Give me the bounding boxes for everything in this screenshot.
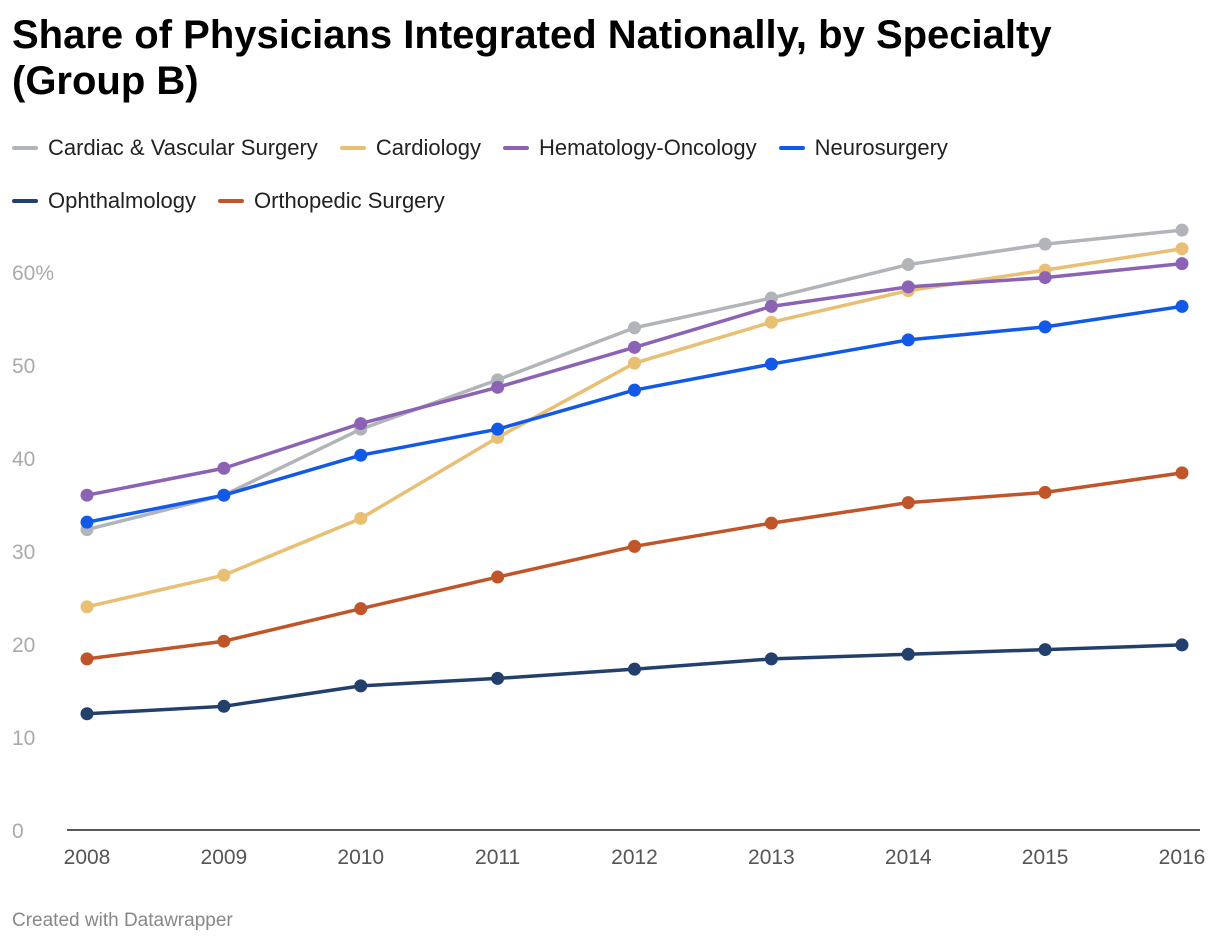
legend-swatch [778, 145, 805, 150]
y-tick-label: 40 [12, 448, 35, 471]
data-point-ophthalmology [1038, 643, 1052, 657]
data-point-orthopedic-surgery [354, 602, 368, 616]
series-line-neurosurgery [86, 304, 1183, 524]
legend-item: Ophthalmology [12, 187, 196, 214]
y-tick-label: 60% [12, 262, 54, 285]
data-point-orthopedic-surgery [491, 570, 505, 584]
series-line-ophthalmology [86, 643, 1183, 716]
data-point-orthopedic-surgery [1038, 485, 1052, 499]
data-point-orthopedic-surgery [217, 634, 231, 648]
x-tick-label: 2008 [64, 846, 111, 869]
data-point-hematology-oncology [628, 340, 641, 354]
chart-title: Share of Physicians Integrated Nationall… [12, 13, 1052, 103]
data-point-hematology-oncology [491, 380, 505, 394]
legend: Cardiac & Vascular Surgery Cardiology Hema… [12, 134, 1162, 214]
data-point-orthopedic-surgery [1175, 466, 1189, 480]
data-point-orthopedic-surgery [764, 516, 778, 530]
legend-label: Cardiac & Vascular Surgery [48, 134, 318, 160]
data-point-ophthalmology [901, 647, 915, 661]
data-point-cardiology [764, 315, 778, 329]
legend-swatch [339, 145, 366, 150]
data-point-cardiac-vascular-surgery [901, 258, 915, 272]
data-point-neurosurgery [217, 488, 231, 502]
y-tick-label: 30 [12, 541, 35, 564]
legend-label: Cardiology [375, 134, 481, 160]
data-point-ophthalmology [217, 699, 231, 713]
legend-swatch [502, 145, 529, 150]
data-point-ophthalmology [80, 707, 94, 721]
x-tick-label: 2013 [748, 846, 795, 869]
x-tick-label: 2016 [1159, 846, 1206, 869]
data-point-hematology-oncology [1038, 271, 1052, 285]
footer-credit: Created with Datawrapper [12, 910, 233, 931]
data-point-ophthalmology [491, 671, 505, 685]
series-line-hematology-oncology [86, 261, 1183, 497]
data-point-hematology-oncology [80, 488, 94, 502]
x-tick-label: 2014 [885, 846, 932, 869]
y-tick-label: 50 [12, 355, 35, 378]
data-point-cardiology [354, 511, 368, 525]
data-point-cardiac-vascular-surgery [1038, 237, 1052, 251]
data-point-orthopedic-surgery [901, 496, 915, 510]
legend-swatch [12, 198, 38, 203]
y-tick-label: 0 [12, 820, 24, 843]
data-point-cardiac-vascular-surgery [1175, 223, 1189, 237]
data-point-neurosurgery [491, 422, 505, 436]
x-tick-label: 2009 [201, 846, 248, 869]
data-point-neurosurgery [764, 357, 778, 371]
data-point-neurosurgery [628, 383, 641, 397]
x-tick-label: 2012 [611, 846, 658, 869]
legend-label: Ophthalmology [48, 187, 196, 213]
data-point-neurosurgery [80, 515, 94, 529]
data-point-hematology-oncology [217, 461, 231, 475]
legend-swatch [217, 198, 244, 203]
data-point-orthopedic-surgery [80, 652, 94, 666]
legend-item: Hematology-Oncology [502, 134, 757, 161]
series-line-orthopedic-surgery [86, 471, 1183, 661]
legend-item: Cardiac & Vascular Surgery [12, 134, 318, 161]
legend-item: Orthopedic Surgery [217, 187, 445, 214]
data-point-cardiology [1175, 242, 1189, 256]
legend-item: Neurosurgery [778, 134, 948, 161]
data-point-cardiology [80, 600, 94, 614]
data-point-ophthalmology [354, 679, 368, 693]
data-point-ophthalmology [628, 662, 641, 676]
data-point-hematology-oncology [1175, 257, 1189, 271]
legend-label: Hematology-Oncology [538, 134, 757, 160]
data-point-ophthalmology [1175, 638, 1189, 652]
y-tick-label: 20 [12, 634, 35, 657]
x-tick-label: 2011 [475, 846, 520, 869]
series-line-cardiology [86, 247, 1183, 609]
x-tick-label: 2010 [337, 846, 384, 869]
legend-item: Cardiology [339, 134, 481, 161]
data-point-cardiology [628, 356, 641, 370]
data-point-hematology-oncology [901, 280, 915, 294]
data-point-orthopedic-surgery [628, 539, 641, 553]
data-point-cardiology [217, 568, 231, 582]
legend-label: Orthopedic Surgery [253, 187, 445, 213]
data-point-hematology-oncology [764, 299, 778, 313]
data-point-ophthalmology [764, 652, 778, 666]
x-tick-label: 2015 [1022, 846, 1069, 869]
y-tick-label: 10 [12, 727, 35, 750]
data-point-neurosurgery [901, 333, 915, 347]
legend-swatch [12, 145, 38, 150]
data-point-neurosurgery [1175, 299, 1189, 313]
legend-label: Neurosurgery [814, 134, 948, 160]
data-point-cardiac-vascular-surgery [628, 321, 641, 335]
data-point-neurosurgery [1038, 320, 1052, 334]
data-point-hematology-oncology [354, 417, 368, 431]
data-point-neurosurgery [354, 448, 368, 462]
